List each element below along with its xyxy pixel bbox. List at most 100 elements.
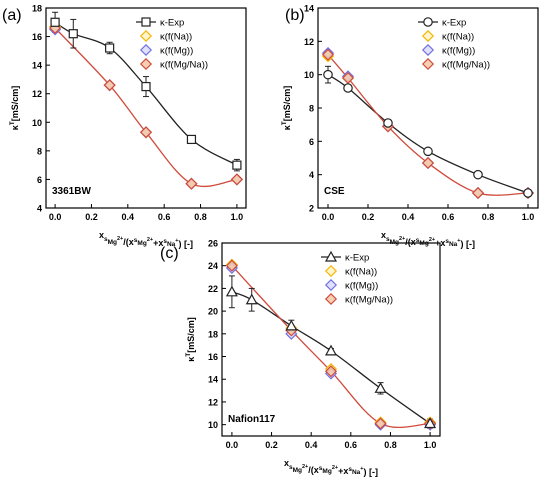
data-point (324, 344, 338, 356)
data-point (424, 417, 437, 429)
y-axis-title: κT[mS/cm] (185, 317, 196, 362)
x-tick-label: 0.4 (305, 440, 318, 450)
x-tick-label: 0.6 (345, 440, 358, 450)
legend-label: κ(f(Mg/Na)) (442, 60, 490, 71)
y-tick-label: 12 (304, 37, 314, 47)
y-tick-label: 14 (304, 4, 314, 14)
data-point (186, 134, 197, 145)
y-tick-label: 16 (208, 352, 218, 362)
x-tick-label: 0.8 (482, 212, 495, 222)
legend-marker (421, 29, 435, 43)
chart-panel-3: (c) 10 12 14 16 18 20 22 24 26 0.0 0.2 0.4 0.6 0.8 1.0 x… (160, 239, 441, 477)
y-tick-label: 8 (37, 146, 42, 156)
x-tick-label: 0.2 (85, 212, 98, 222)
data-point (225, 259, 238, 272)
x-tick-label: 0.8 (384, 440, 397, 450)
legend-label: κ(f(Mg/Na)) (160, 60, 208, 71)
data-point (139, 126, 153, 139)
y-tick-label: 8 (309, 104, 314, 114)
legend-marker (421, 57, 435, 71)
panel-label: (c) (160, 245, 179, 262)
panel-label: (a) (2, 7, 22, 24)
y-tick-label: 4 (309, 170, 314, 180)
series-line-exp (231, 291, 431, 425)
legend-marker (139, 57, 153, 71)
y-tick-label: 4 (37, 204, 42, 214)
data-point (523, 188, 533, 198)
chart-panel-2: (b) 2 4 6 8 10 12 14 0.0 0.2 0.4 0.6 0.8 1.0 xsMg2+/(x… (281, 4, 539, 249)
data-point (232, 160, 242, 170)
x-tick-label: 0.2 (362, 212, 375, 222)
legend-marker (324, 264, 338, 278)
legend-marker (421, 43, 435, 57)
y-tick-label: 18 (208, 329, 218, 339)
legend-marker (141, 17, 151, 27)
series-line-mg-na (327, 54, 529, 196)
data-point (285, 319, 298, 331)
x-tick-label: 1.0 (522, 212, 535, 222)
legend-marker (324, 292, 338, 306)
data-point (105, 43, 115, 53)
plot-frame (221, 242, 441, 437)
x-tick-label: 1.0 (424, 440, 437, 450)
legend-label: κ(f(Mg/Na)) (345, 295, 393, 306)
sample-label: CSE (324, 186, 345, 197)
y-tick-label: 2 (309, 204, 314, 214)
y-tick-label: 24 (208, 261, 218, 271)
y-tick-label: 6 (309, 137, 314, 147)
legend-marker (324, 278, 338, 292)
series-line-exp (327, 74, 529, 194)
x-tick-label: 0.4 (402, 212, 415, 222)
legend-label: κ-Exp (160, 18, 184, 29)
x-tick-label: 0.2 (265, 440, 278, 450)
plot-frame (45, 7, 247, 209)
data-point (230, 173, 243, 186)
legend-marker (139, 43, 153, 57)
y-tick-label: 22 (208, 284, 218, 294)
data-point (321, 48, 335, 61)
x-tick-label: 0.6 (158, 212, 171, 222)
x-axis-title: xsMg2+/(xsMg2++xsNa+) [-] (381, 230, 475, 249)
y-tick-label: 14 (32, 61, 42, 71)
y-tick-label: 10 (32, 118, 42, 128)
x-tick-label: 0.0 (322, 212, 335, 222)
x-tick-label: 0.0 (226, 440, 239, 450)
x-axis-title: xsMg2+/(xsMg2++xsNa+) [-] (284, 458, 378, 477)
legend-label: κ(f(Na)) (442, 32, 474, 43)
data-point (471, 186, 485, 200)
y-tick-label: 14 (208, 375, 218, 385)
x-tick-label: 0.6 (442, 212, 455, 222)
legend-label: κ(f(Na)) (345, 267, 377, 278)
x-tick-label: 1.0 (231, 212, 244, 222)
y-axis-title: κT[mS/cm] (281, 86, 292, 131)
y-tick-label: 10 (208, 420, 218, 430)
data-point (245, 293, 258, 305)
data-point (374, 382, 387, 393)
data-point (141, 81, 151, 92)
y-tick-label: 12 (32, 89, 42, 99)
legend-label: κ(f(Mg)) (442, 46, 475, 57)
data-point (343, 83, 353, 93)
legend-marker (139, 29, 153, 43)
y-tick-label: 18 (32, 4, 42, 14)
legend-label: κ(f(Na)) (160, 32, 192, 43)
y-tick-label: 6 (37, 175, 42, 185)
data-point (103, 79, 116, 92)
data-point (68, 29, 78, 39)
data-point (383, 118, 393, 128)
x-tick-label: 0.0 (49, 212, 62, 222)
data-point (423, 146, 433, 157)
x-axis-title: xsMg2+/(xsMg2++xsNa+) [-] (99, 230, 193, 249)
data-point (323, 69, 333, 80)
sample-label: Nafion117 (228, 414, 276, 425)
legend-label: κ-Exp (442, 18, 466, 29)
legend-label: κ(f(Mg)) (345, 281, 378, 292)
data-point (374, 417, 387, 430)
y-tick-label: 10 (304, 70, 314, 80)
data-point (473, 169, 483, 180)
sample-label: 3361BW (52, 186, 91, 197)
data-point (421, 156, 435, 170)
legend-label: κ-Exp (345, 253, 369, 264)
